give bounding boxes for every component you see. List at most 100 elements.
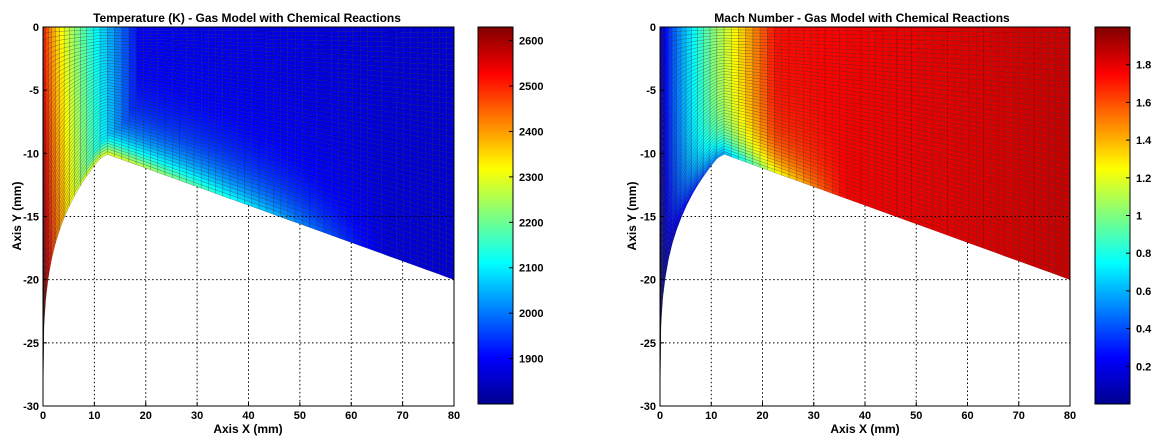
field-cell xyxy=(889,39,898,44)
field-cell xyxy=(410,93,419,101)
field-cell xyxy=(875,66,883,72)
field-cell xyxy=(767,39,775,43)
field-cell xyxy=(229,60,238,66)
field-cell xyxy=(817,30,826,35)
field-cell xyxy=(940,35,948,41)
field-cell xyxy=(359,41,368,47)
field-cell xyxy=(853,45,862,51)
field-cell xyxy=(691,26,698,31)
field-cell xyxy=(74,26,81,31)
field-cell xyxy=(323,71,332,77)
field-cell xyxy=(309,26,317,32)
field-cell xyxy=(352,26,361,32)
field-cell xyxy=(752,32,761,37)
field-cell xyxy=(824,48,833,53)
field-cell xyxy=(925,44,934,50)
field-cell xyxy=(410,52,419,59)
field-cell xyxy=(280,51,288,57)
field-cell xyxy=(932,75,941,81)
field-cell xyxy=(338,40,346,46)
field-cell xyxy=(258,66,267,72)
field-cell xyxy=(193,30,202,35)
field-cell xyxy=(345,68,354,75)
colorbar-tick-label: 2400 xyxy=(519,126,543,138)
field-cell xyxy=(803,30,811,35)
field-cell xyxy=(150,48,158,53)
field-cell xyxy=(788,43,797,48)
field-cell xyxy=(662,32,666,40)
field-cell xyxy=(352,31,361,37)
field-cell xyxy=(759,42,768,46)
field-cell xyxy=(925,61,934,67)
field-cell xyxy=(338,36,346,42)
field-cell xyxy=(229,41,238,47)
field-cell xyxy=(121,29,130,34)
field-cell xyxy=(172,36,180,41)
field-cell xyxy=(208,48,216,53)
x-tick-label: 0 xyxy=(40,410,46,422)
field-cell xyxy=(143,32,151,37)
field-cell xyxy=(832,37,840,42)
field-cell xyxy=(302,39,310,45)
field-cell xyxy=(839,37,847,43)
field-cell xyxy=(410,32,419,38)
field-cell xyxy=(237,42,245,47)
field-cell xyxy=(331,81,339,87)
field-cell xyxy=(374,75,382,82)
field-cell xyxy=(186,30,195,35)
field-cell xyxy=(439,86,447,93)
field-cell xyxy=(193,57,202,63)
field-cell xyxy=(817,37,826,42)
field-cell xyxy=(69,34,75,39)
field-cell xyxy=(135,29,144,34)
field-cell xyxy=(287,43,296,49)
field-cell xyxy=(338,68,346,74)
field-cell xyxy=(396,102,404,109)
field-cell xyxy=(417,94,426,101)
field-cell xyxy=(896,64,905,70)
field-cell xyxy=(186,43,195,48)
field-cell xyxy=(273,39,281,44)
field-cell xyxy=(889,43,898,48)
field-cell xyxy=(367,31,375,37)
field-cell xyxy=(803,47,811,52)
field-cell xyxy=(157,49,166,53)
field-cell xyxy=(396,82,404,89)
field-cell xyxy=(374,56,382,62)
field-cell xyxy=(417,52,426,59)
field-cell xyxy=(164,33,173,37)
field-cell xyxy=(388,61,397,68)
field-cell xyxy=(374,51,382,57)
field-cell xyxy=(860,38,869,43)
field-cell xyxy=(882,26,890,32)
field-cell xyxy=(781,42,790,47)
field-cell xyxy=(911,73,919,79)
field-cell xyxy=(882,67,890,72)
field-cell xyxy=(157,30,166,34)
field-cell xyxy=(875,34,883,40)
field-cell xyxy=(410,88,419,95)
field-cell xyxy=(266,58,274,64)
field-cell xyxy=(788,33,797,38)
field-cell xyxy=(432,64,440,71)
field-cell xyxy=(374,26,382,33)
field-cell xyxy=(381,76,390,82)
x-tick-label: 80 xyxy=(448,410,460,422)
field-cell xyxy=(172,39,180,44)
field-cell xyxy=(186,26,195,31)
field-cell xyxy=(222,41,231,46)
field-cell xyxy=(229,45,238,50)
field-cell xyxy=(738,41,746,45)
field-cell xyxy=(266,54,274,60)
field-cell xyxy=(432,90,440,98)
field-cell xyxy=(287,26,296,32)
field-cell xyxy=(889,51,898,57)
field-cell xyxy=(918,31,927,36)
field-cell xyxy=(439,37,447,44)
field-cell xyxy=(323,31,332,37)
field-cell xyxy=(222,52,231,58)
field-cell xyxy=(918,26,927,32)
field-cell xyxy=(759,29,768,34)
field-cell xyxy=(309,48,317,54)
field-cell xyxy=(396,36,404,43)
